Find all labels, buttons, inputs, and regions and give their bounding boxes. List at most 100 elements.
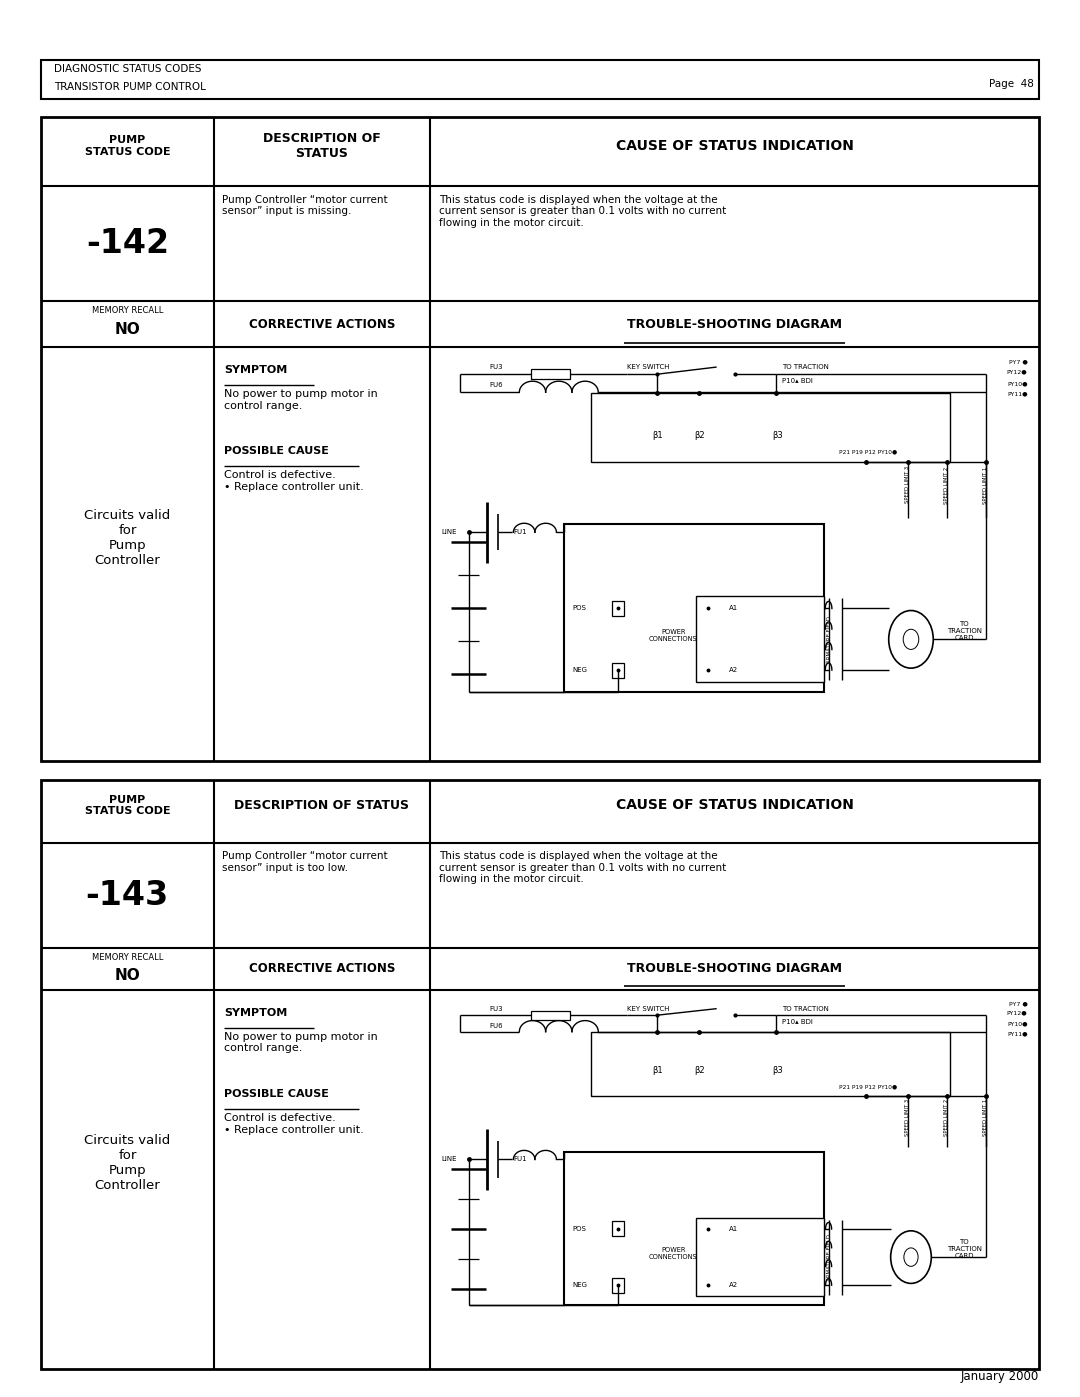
Text: POWER
CONNECTIONS: POWER CONNECTIONS: [649, 629, 698, 641]
Bar: [612, 1278, 624, 1294]
Text: LINE: LINE: [442, 529, 457, 535]
Text: SPEED LIMIT 3: SPEED LIMIT 3: [905, 1099, 910, 1136]
Bar: [41, 117, 1039, 761]
Text: TO
TRACTION
CARD: TO TRACTION CARD: [947, 620, 982, 641]
Text: β1: β1: [652, 430, 663, 440]
Text: SPEED LIMIT 1: SPEED LIMIT 1: [983, 467, 988, 503]
Text: FU6: FU6: [489, 1023, 503, 1028]
Text: Page  48: Page 48: [988, 80, 1034, 89]
Bar: [612, 1221, 624, 1236]
Text: SPEED LIMIT 2: SPEED LIMIT 2: [944, 467, 949, 503]
Text: A1: A1: [729, 605, 738, 612]
Text: POS: POS: [572, 605, 585, 612]
Text: DESCRIPTION OF
STATUS: DESCRIPTION OF STATUS: [264, 133, 381, 161]
Text: ARMATURE FIELD: ARMATURE FIELD: [826, 1234, 832, 1281]
Bar: [702, 1221, 714, 1236]
Text: LINE: LINE: [442, 1157, 457, 1162]
Text: SPEED LIMIT 1: SPEED LIMIT 1: [983, 1099, 988, 1136]
Text: TROUBLE-SHOOTING DIAGRAM: TROUBLE-SHOOTING DIAGRAM: [627, 317, 842, 331]
Text: P10▴ BDI: P10▴ BDI: [782, 1018, 813, 1025]
Text: FU1: FU1: [513, 1157, 527, 1162]
Bar: [696, 597, 824, 682]
Text: P21 P19 P12 PY10●: P21 P19 P12 PY10●: [839, 450, 897, 455]
Bar: [702, 601, 714, 616]
Bar: [41, 60, 1039, 99]
Text: Circuits valid
for
Pump
Controller: Circuits valid for Pump Controller: [84, 1134, 171, 1192]
Text: This status code is displayed when the voltage at the
current sensor is greater : This status code is displayed when the v…: [438, 851, 726, 884]
Text: TROUBLE-SHOOTING DIAGRAM: TROUBLE-SHOOTING DIAGRAM: [627, 963, 842, 975]
Text: A1: A1: [729, 1225, 738, 1232]
Text: POSSIBLE CAUSE: POSSIBLE CAUSE: [225, 447, 329, 457]
Text: FU3: FU3: [489, 365, 503, 370]
Bar: [696, 1218, 824, 1296]
Bar: [702, 662, 714, 678]
Text: MEMORY RECALL: MEMORY RECALL: [92, 306, 163, 316]
Text: KEY SWITCH: KEY SWITCH: [627, 365, 670, 370]
Bar: [564, 524, 824, 693]
Text: No power to pump motor in
control range.: No power to pump motor in control range.: [225, 1032, 378, 1053]
Bar: [41, 780, 1039, 1369]
Text: CORRECTIVE ACTIONS: CORRECTIVE ACTIONS: [248, 963, 395, 975]
Text: FU6: FU6: [489, 383, 503, 388]
Text: PY11●: PY11●: [1007, 391, 1027, 397]
Text: NO: NO: [114, 321, 140, 337]
Text: FU1: FU1: [513, 529, 527, 535]
Text: CAUSE OF STATUS INDICATION: CAUSE OF STATUS INDICATION: [616, 799, 853, 813]
Text: A2: A2: [729, 1282, 738, 1288]
Text: TO
TRACTION
CARD: TO TRACTION CARD: [947, 1239, 982, 1259]
Text: CAUSE OF STATUS INDICATION: CAUSE OF STATUS INDICATION: [616, 140, 853, 154]
Text: β2: β2: [694, 430, 705, 440]
Text: A2: A2: [729, 668, 738, 673]
Text: Control is defective.
• Replace controller unit.: Control is defective. • Replace controll…: [225, 471, 364, 492]
Bar: [612, 601, 624, 616]
Text: PUMP
STATUS CODE: PUMP STATUS CODE: [84, 795, 171, 816]
Text: ARMATURE FIELD: ARMATURE FIELD: [826, 616, 832, 662]
Text: Pump Controller “motor current
sensor” input is too low.: Pump Controller “motor current sensor” i…: [222, 851, 388, 873]
Text: POSSIBLE CAUSE: POSSIBLE CAUSE: [225, 1090, 329, 1099]
Text: POS: POS: [572, 1225, 585, 1232]
Text: SYMPTOM: SYMPTOM: [225, 1009, 287, 1018]
Text: SYMPTOM: SYMPTOM: [225, 366, 287, 376]
Text: PY12●: PY12●: [1007, 1011, 1027, 1016]
Text: No power to pump motor in
control range.: No power to pump motor in control range.: [225, 390, 378, 411]
Text: β2: β2: [694, 1066, 705, 1076]
Text: P21 P19 P12 PY10●: P21 P19 P12 PY10●: [839, 1084, 897, 1088]
Text: β3: β3: [772, 430, 783, 440]
Text: -142: -142: [85, 228, 168, 260]
Bar: [591, 393, 949, 462]
Text: Pump Controller “motor current
sensor” input is missing.: Pump Controller “motor current sensor” i…: [222, 194, 388, 217]
Bar: [702, 1278, 714, 1294]
Text: PY7 ●: PY7 ●: [1009, 1002, 1027, 1007]
Text: NEG: NEG: [572, 1282, 586, 1288]
Text: PY7 ●: PY7 ●: [1009, 360, 1027, 365]
Text: DIAGNOSTIC STATUS CODES: DIAGNOSTIC STATUS CODES: [54, 64, 202, 74]
Text: CORRECTIVE ACTIONS: CORRECTIVE ACTIONS: [248, 317, 395, 331]
Text: PY12●: PY12●: [1007, 370, 1027, 374]
Bar: [531, 369, 570, 379]
Text: PY10●: PY10●: [1007, 1021, 1027, 1027]
Text: PY11●: PY11●: [1007, 1031, 1027, 1037]
Text: This status code is displayed when the voltage at the
current sensor is greater : This status code is displayed when the v…: [438, 194, 726, 228]
Text: January 2000: January 2000: [961, 1370, 1039, 1383]
Text: TO TRACTION: TO TRACTION: [782, 1006, 829, 1011]
Text: NO: NO: [114, 968, 140, 983]
Text: P10▴ BDI: P10▴ BDI: [782, 379, 813, 384]
Text: Control is defective.
• Replace controller unit.: Control is defective. • Replace controll…: [225, 1113, 364, 1134]
Text: PUMP
STATUS CODE: PUMP STATUS CODE: [84, 136, 171, 156]
Text: β3: β3: [772, 1066, 783, 1076]
Bar: [591, 1032, 949, 1095]
Bar: [531, 1011, 570, 1020]
Text: MEMORY RECALL: MEMORY RECALL: [92, 953, 163, 963]
Text: KEY SWITCH: KEY SWITCH: [627, 1006, 670, 1011]
Text: Circuits valid
for
Pump
Controller: Circuits valid for Pump Controller: [84, 509, 171, 567]
Text: PY10●: PY10●: [1007, 381, 1027, 386]
Text: DESCRIPTION OF STATUS: DESCRIPTION OF STATUS: [234, 799, 409, 812]
Text: NEG: NEG: [572, 668, 586, 673]
Text: TO TRACTION: TO TRACTION: [782, 365, 829, 370]
Text: β1: β1: [652, 1066, 663, 1076]
Bar: [612, 662, 624, 678]
Text: TRANSISTOR PUMP CONTROL: TRANSISTOR PUMP CONTROL: [54, 82, 206, 92]
Bar: [564, 1153, 824, 1305]
Text: -143: -143: [85, 879, 168, 912]
Text: SPEED LIMIT 3: SPEED LIMIT 3: [905, 467, 910, 503]
